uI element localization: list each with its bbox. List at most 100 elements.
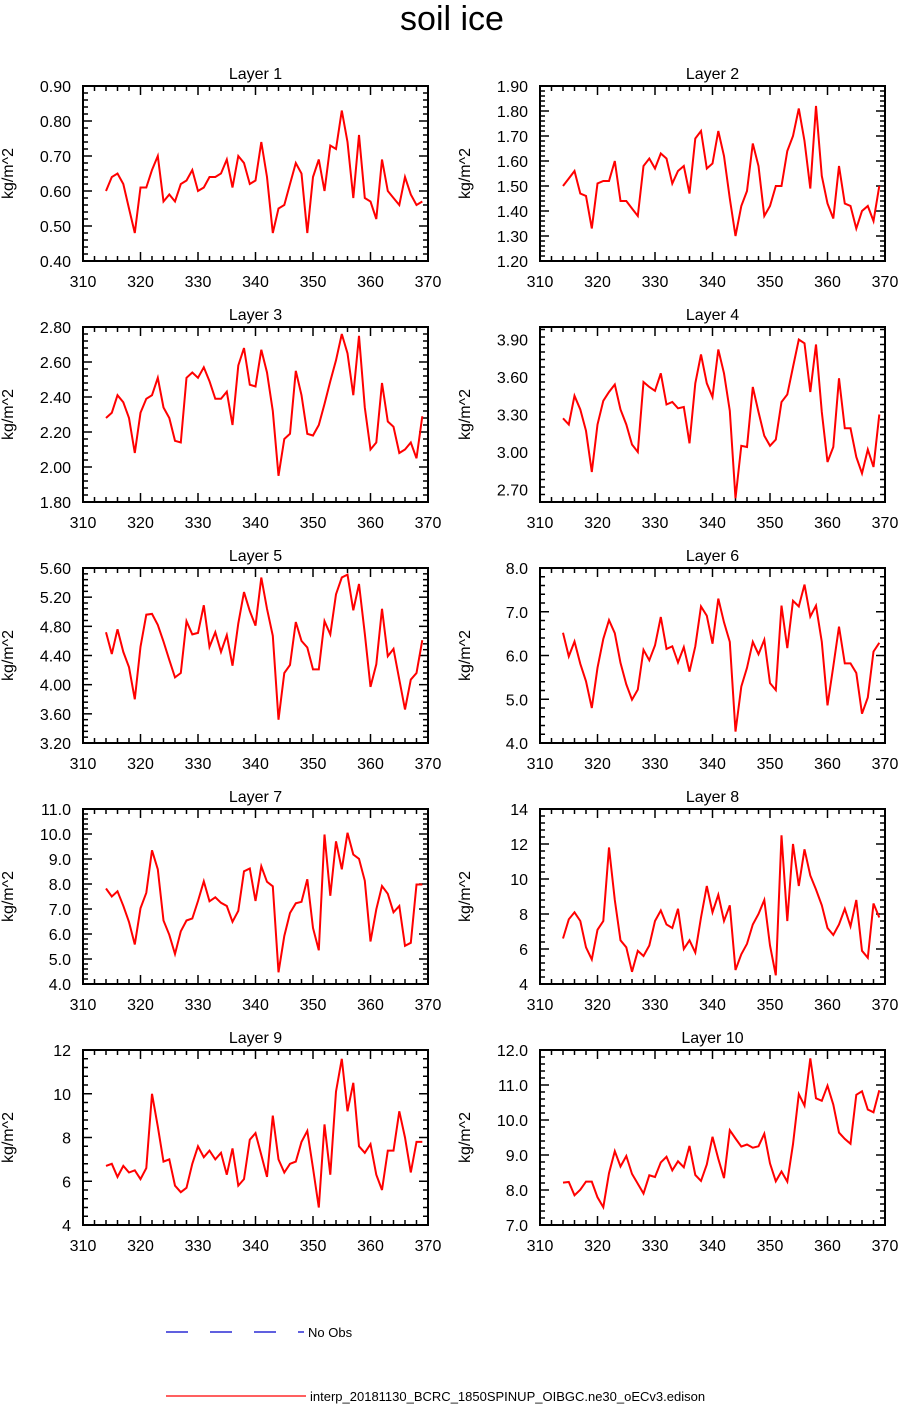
x-tick-label: 340: [699, 515, 726, 532]
main-title: soil ice: [400, 0, 504, 38]
x-tick-label: 320: [584, 997, 611, 1014]
x-tick-label: 350: [300, 515, 327, 532]
y-tick-label: 9.0: [506, 1148, 528, 1165]
y-tick-label: 12: [510, 837, 528, 854]
series-line: [562, 584, 881, 732]
x-tick-label: 360: [357, 1238, 384, 1255]
y-tick-label: 6: [62, 1174, 71, 1191]
y-tick-label: 3.90: [497, 333, 528, 350]
x-tick-label: 310: [70, 997, 97, 1014]
y-tick-label: 8: [519, 907, 528, 924]
x-tick-label: 310: [70, 515, 97, 532]
x-tick-label: 360: [357, 997, 384, 1014]
x-tick-label: 330: [642, 274, 669, 291]
y-tick-label: 4.0: [506, 736, 528, 753]
y-tick-label: 6.0: [506, 649, 528, 666]
panels: Layer 1 kg/m^2 310 320 330 340 350 360 370 0.40 0.…: [0, 66, 898, 1255]
y-axis-label: kg/m^2: [457, 1112, 474, 1163]
y-tick-label: 5.20: [40, 590, 71, 607]
y-tick-label: 4.40: [40, 649, 71, 666]
y-tick-label: 10.0: [40, 827, 71, 844]
legend-label-model: interp_20181130_BCRC_1850SPINUP_OIBGC.ne…: [310, 1389, 705, 1404]
x-tick-label: 320: [584, 1238, 611, 1255]
x-tick-label: 370: [415, 274, 442, 291]
x-tick-label: 330: [185, 1238, 212, 1255]
y-tick-label: 6.0: [49, 927, 71, 944]
x-tick-label: 320: [127, 274, 154, 291]
x-tick-label: 360: [814, 756, 841, 773]
y-tick-label: 4: [519, 977, 528, 994]
y-axis-label: kg/m^2: [0, 1112, 17, 1163]
x-tick-label: 330: [642, 997, 669, 1014]
series-line: [105, 110, 423, 234]
x-tick-label: 310: [70, 1238, 97, 1255]
y-tick-label: 3.60: [497, 370, 528, 387]
x-tick-label: 370: [872, 515, 899, 532]
panel-title: Layer 8: [686, 789, 739, 806]
y-tick-label: 2.40: [40, 390, 71, 407]
y-tick-label: 1.80: [40, 495, 71, 512]
series-line: [105, 1058, 423, 1208]
x-tick-label: 350: [757, 1238, 784, 1255]
x-tick-label: 310: [527, 274, 554, 291]
panel-layer-5: Layer 5 kg/m^2 310 320 330 340 350 360 370 3.20 3.…: [0, 548, 441, 773]
x-tick-label: 340: [242, 515, 269, 532]
y-tick-label: 1.90: [497, 79, 528, 96]
x-tick-label: 310: [527, 997, 554, 1014]
plot-frame: [539, 85, 886, 262]
y-tick-label: 0.70: [40, 149, 71, 166]
plot-frame: [82, 1049, 429, 1226]
x-tick-label: 320: [127, 1238, 154, 1255]
y-tick-label: 4.0: [49, 977, 71, 994]
plot-frame: [82, 326, 429, 503]
x-tick-label: 370: [415, 515, 442, 532]
y-tick-label: 2.80: [40, 320, 71, 337]
x-tick-label: 310: [527, 1238, 554, 1255]
x-tick-label: 370: [415, 997, 442, 1014]
y-tick-label: 4: [62, 1218, 71, 1235]
x-tick-label: 320: [584, 756, 611, 773]
y-tick-label: 1.70: [497, 129, 528, 146]
y-axis-label: kg/m^2: [457, 871, 474, 922]
x-tick-label: 340: [242, 1238, 269, 1255]
x-tick-label: 330: [642, 515, 669, 532]
panel-layer-4: Layer 4 kg/m^2 310 320 330 340 350 360 370 2.70 3.…: [457, 307, 898, 532]
panel-layer-9: Layer 9 kg/m^2 310 320 330 340 350 360 370 4 6 8 10 1…: [0, 1030, 441, 1255]
y-tick-label: 2.20: [40, 425, 71, 442]
x-tick-label: 340: [242, 756, 269, 773]
y-tick-label: 1.80: [497, 104, 528, 121]
x-tick-label: 340: [242, 997, 269, 1014]
y-axis-label: kg/m^2: [0, 389, 17, 440]
y-tick-label: 7.0: [506, 1218, 528, 1235]
panel-layer-7: Layer 7 kg/m^2 310 320 330 340 350 360 370 4.0 5.0…: [0, 789, 441, 1014]
series-line: [562, 1058, 881, 1211]
x-tick-label: 320: [127, 997, 154, 1014]
x-tick-label: 340: [699, 756, 726, 773]
panel-title: Layer 10: [681, 1030, 743, 1047]
x-tick-label: 320: [127, 515, 154, 532]
panel-layer-6: Layer 6 kg/m^2 310 320 330 340 350 360 370 4.0 5.0…: [457, 548, 898, 773]
x-tick-label: 330: [185, 756, 212, 773]
y-tick-label: 7.0: [49, 902, 71, 919]
x-tick-label: 320: [127, 756, 154, 773]
y-tick-label: 8: [62, 1131, 71, 1148]
x-tick-label: 360: [814, 1238, 841, 1255]
panel-layer-10: Layer 10 kg/m^2 310 320 330 340 350 360 370 7.0 8.…: [457, 1030, 898, 1255]
y-tick-label: 0.80: [40, 114, 71, 131]
x-tick-label: 350: [300, 1238, 327, 1255]
x-tick-label: 340: [242, 274, 269, 291]
series-line: [562, 105, 881, 237]
y-tick-label: 3.00: [497, 445, 528, 462]
y-tick-label: 1.20: [497, 254, 528, 271]
x-tick-label: 350: [300, 274, 327, 291]
series-line: [105, 832, 423, 973]
panel-title: Layer 6: [686, 548, 739, 565]
plot-frame: [82, 85, 429, 262]
x-tick-label: 310: [70, 274, 97, 291]
x-tick-label: 370: [872, 756, 899, 773]
y-tick-label: 2.60: [40, 355, 71, 372]
y-axis-label: kg/m^2: [0, 871, 17, 922]
x-tick-label: 320: [584, 274, 611, 291]
y-tick-label: 0.40: [40, 254, 71, 271]
y-axis-label: kg/m^2: [457, 389, 474, 440]
